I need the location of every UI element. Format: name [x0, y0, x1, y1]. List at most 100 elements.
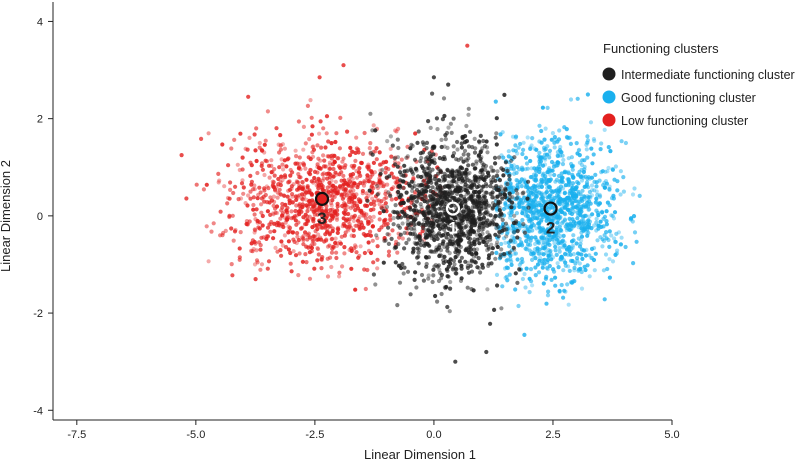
data-point — [445, 304, 450, 310]
data-point — [547, 242, 552, 247]
data-point — [319, 145, 324, 150]
data-point — [619, 139, 624, 144]
data-point — [423, 188, 429, 194]
data-point — [451, 258, 456, 263]
data-point — [254, 126, 259, 131]
data-point — [463, 182, 468, 187]
data-point — [265, 200, 270, 205]
data-point — [494, 184, 499, 189]
data-point — [505, 231, 510, 236]
data-point — [329, 201, 334, 206]
data-point — [465, 229, 470, 234]
data-point — [259, 202, 264, 207]
data-point — [513, 143, 518, 148]
data-point — [478, 150, 483, 155]
data-point — [300, 192, 305, 197]
data-point — [431, 267, 436, 272]
data-point — [386, 241, 391, 246]
data-point — [397, 280, 403, 285]
data-point — [311, 144, 316, 149]
data-point — [395, 303, 400, 308]
data-point — [590, 188, 595, 193]
data-point — [301, 215, 306, 220]
data-point — [290, 170, 295, 175]
data-point — [466, 112, 471, 117]
data-point — [412, 157, 418, 162]
data-point — [494, 222, 499, 227]
data-point — [431, 75, 436, 80]
data-point — [405, 154, 410, 159]
data-point — [325, 176, 330, 181]
data-point — [414, 199, 419, 204]
data-point — [530, 228, 535, 233]
data-point — [389, 154, 394, 159]
data-point — [496, 234, 501, 239]
data-point — [568, 97, 574, 102]
data-point — [286, 224, 291, 229]
data-point — [435, 127, 440, 132]
data-point — [489, 165, 494, 170]
data-point — [576, 199, 581, 204]
data-point — [366, 179, 371, 184]
data-point — [579, 196, 584, 201]
data-point — [481, 218, 487, 223]
data-point — [494, 226, 499, 231]
data-point — [469, 181, 474, 186]
data-point — [544, 189, 550, 194]
data-point — [456, 168, 461, 173]
data-point — [549, 188, 554, 193]
data-point — [555, 139, 560, 144]
data-point — [361, 183, 367, 188]
data-point — [450, 227, 455, 232]
data-point — [280, 211, 285, 216]
data-point — [386, 190, 391, 195]
data-point — [345, 205, 350, 210]
data-point — [472, 136, 477, 141]
data-point — [614, 231, 619, 236]
data-point — [378, 180, 383, 185]
data-point — [437, 156, 442, 161]
data-point — [557, 288, 562, 294]
data-point — [532, 251, 537, 256]
data-point — [505, 168, 510, 173]
data-point — [424, 173, 429, 178]
data-point — [356, 206, 361, 211]
data-point — [489, 180, 494, 185]
data-point — [582, 213, 587, 218]
data-point — [552, 195, 557, 201]
data-point — [342, 211, 347, 216]
data-point — [457, 169, 462, 174]
data-point — [388, 134, 393, 139]
data-point — [377, 150, 382, 155]
data-point — [600, 244, 605, 249]
data-point — [573, 193, 578, 198]
data-point — [413, 270, 418, 275]
data-point — [585, 194, 590, 199]
data-point — [485, 223, 490, 228]
data-point — [389, 236, 394, 241]
data-point — [426, 276, 431, 281]
data-point — [315, 164, 320, 169]
data-point — [433, 249, 439, 254]
data-point — [429, 211, 434, 216]
data-point — [315, 162, 320, 167]
data-point — [388, 193, 393, 198]
data-point — [445, 145, 450, 150]
data-point — [231, 190, 236, 196]
data-point — [528, 146, 533, 151]
data-point — [530, 189, 535, 195]
data-point — [521, 147, 526, 152]
data-point — [427, 157, 432, 162]
data-point — [433, 174, 438, 179]
data-point — [226, 163, 231, 168]
data-point — [319, 257, 324, 262]
data-point — [534, 168, 539, 174]
data-point — [384, 204, 390, 210]
data-point — [286, 230, 291, 235]
data-point — [371, 214, 376, 219]
data-point — [443, 225, 449, 230]
data-point — [562, 243, 567, 248]
data-point — [396, 242, 401, 247]
data-point — [473, 189, 478, 194]
data-point — [248, 189, 253, 194]
